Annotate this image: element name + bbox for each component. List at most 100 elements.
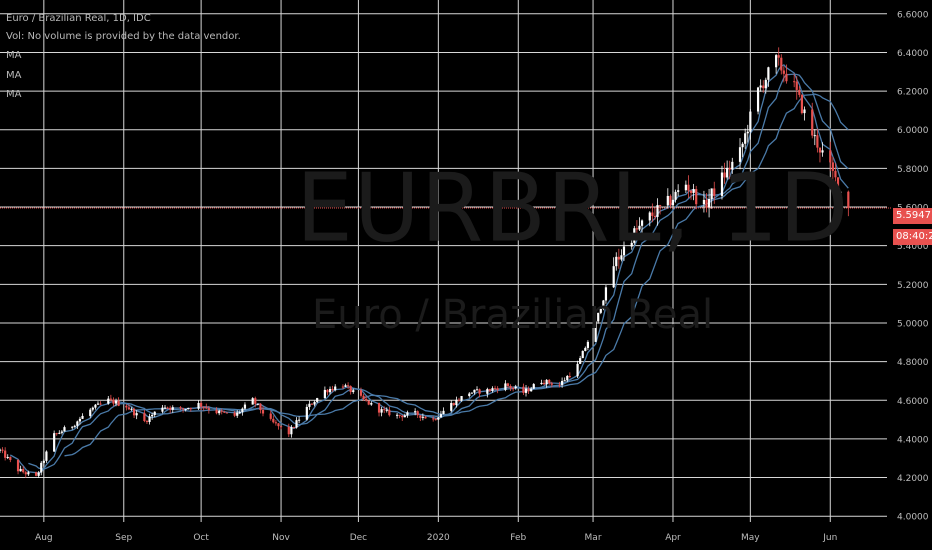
candle <box>171 405 174 413</box>
candle <box>550 381 553 388</box>
candle-body <box>612 266 615 288</box>
x-tick-label: Aug <box>35 533 53 543</box>
candle <box>73 424 76 428</box>
x-tick-label: Nov <box>272 533 290 543</box>
candle <box>818 147 822 163</box>
candle <box>504 380 507 392</box>
y-axis: 4.0000 4.2000 4.4000 4.6000 4.8000 5.0000 5.20… <box>897 10 929 522</box>
y-tick-label: 5.4000 <box>897 242 929 252</box>
candle-body <box>334 386 337 391</box>
candle <box>522 383 525 396</box>
candle <box>403 413 406 418</box>
candle-body <box>421 416 424 418</box>
candle <box>630 239 633 250</box>
last-price-badge: 5.5947 <box>893 208 932 224</box>
candle-body <box>344 385 347 387</box>
candle <box>839 191 842 199</box>
candle <box>731 157 734 174</box>
x-axis: Aug Sep Oct Nov Dec 2020 Feb Mar Apr May Jun <box>35 533 837 543</box>
candle-body <box>117 400 120 406</box>
candle-body <box>241 408 244 413</box>
candle-body <box>1 449 4 451</box>
candle <box>91 406 94 412</box>
candle <box>197 400 200 411</box>
candle <box>6 454 9 460</box>
candle <box>421 413 424 421</box>
candle <box>434 418 437 421</box>
candle-body <box>233 412 236 416</box>
candle <box>811 102 814 139</box>
candle <box>542 380 546 386</box>
candle <box>78 416 82 425</box>
candle <box>200 401 203 411</box>
candle <box>656 198 659 226</box>
candle <box>674 189 677 203</box>
candle <box>604 285 608 304</box>
candle <box>45 450 48 463</box>
candle <box>635 220 638 238</box>
candle <box>9 456 12 463</box>
candle-body <box>205 407 208 409</box>
candle-body <box>439 414 443 418</box>
candle <box>359 387 363 398</box>
candle <box>524 384 528 397</box>
candle <box>437 416 440 421</box>
candle <box>651 203 654 223</box>
candle <box>677 184 680 197</box>
legend-title[interactable]: Euro / Brazilian Real, 1D, IDC <box>6 13 151 24</box>
candle-body <box>251 398 254 405</box>
candle-body <box>532 384 535 389</box>
candle-body <box>540 382 543 385</box>
candle <box>27 470 30 476</box>
candle <box>53 430 56 452</box>
candle <box>558 381 561 388</box>
candle <box>380 406 383 417</box>
candle-body <box>798 89 801 95</box>
candle <box>148 413 151 425</box>
candle-body <box>388 409 391 416</box>
candle <box>695 185 698 210</box>
x-tick-label: May <box>741 533 760 543</box>
y-tick-label: 5.8000 <box>897 165 929 175</box>
candle-body <box>78 418 82 422</box>
x-tick-label: Jun <box>822 533 837 543</box>
candle-body <box>506 383 510 387</box>
candle-body <box>290 427 293 435</box>
candle-body <box>550 383 553 385</box>
candle <box>836 177 840 198</box>
candle <box>666 188 669 209</box>
candle-body <box>171 407 174 410</box>
candle <box>834 163 837 187</box>
candle-body <box>91 407 94 410</box>
candle-body <box>811 109 814 136</box>
candle-body <box>470 392 473 394</box>
legend-ma-3[interactable]: MA <box>6 89 22 100</box>
candle-body <box>738 147 742 162</box>
candle <box>563 377 566 382</box>
y-tick-label: 4.6000 <box>897 397 929 407</box>
candle-body <box>89 409 92 416</box>
candle-body <box>545 379 548 385</box>
x-tick-label: 2020 <box>427 533 450 543</box>
candle-body <box>42 460 45 463</box>
candle <box>728 160 731 180</box>
candle <box>798 86 801 98</box>
watermark-description: Euro / Brazilian Real <box>312 292 714 338</box>
candle-body <box>403 415 406 418</box>
candle <box>738 138 742 170</box>
candle <box>684 180 687 194</box>
candle <box>617 248 620 269</box>
candle <box>424 416 427 419</box>
candle <box>419 415 422 422</box>
candle-body <box>34 472 38 476</box>
legend-ma-2[interactable]: MA <box>6 70 22 81</box>
candle <box>746 124 749 143</box>
candle <box>741 142 744 158</box>
ma-line-5 <box>9 64 849 475</box>
legend-ma-1[interactable]: MA <box>6 50 22 61</box>
candle <box>491 386 494 393</box>
candle-body <box>6 457 9 459</box>
candle-body <box>112 399 115 404</box>
candle <box>34 471 38 477</box>
